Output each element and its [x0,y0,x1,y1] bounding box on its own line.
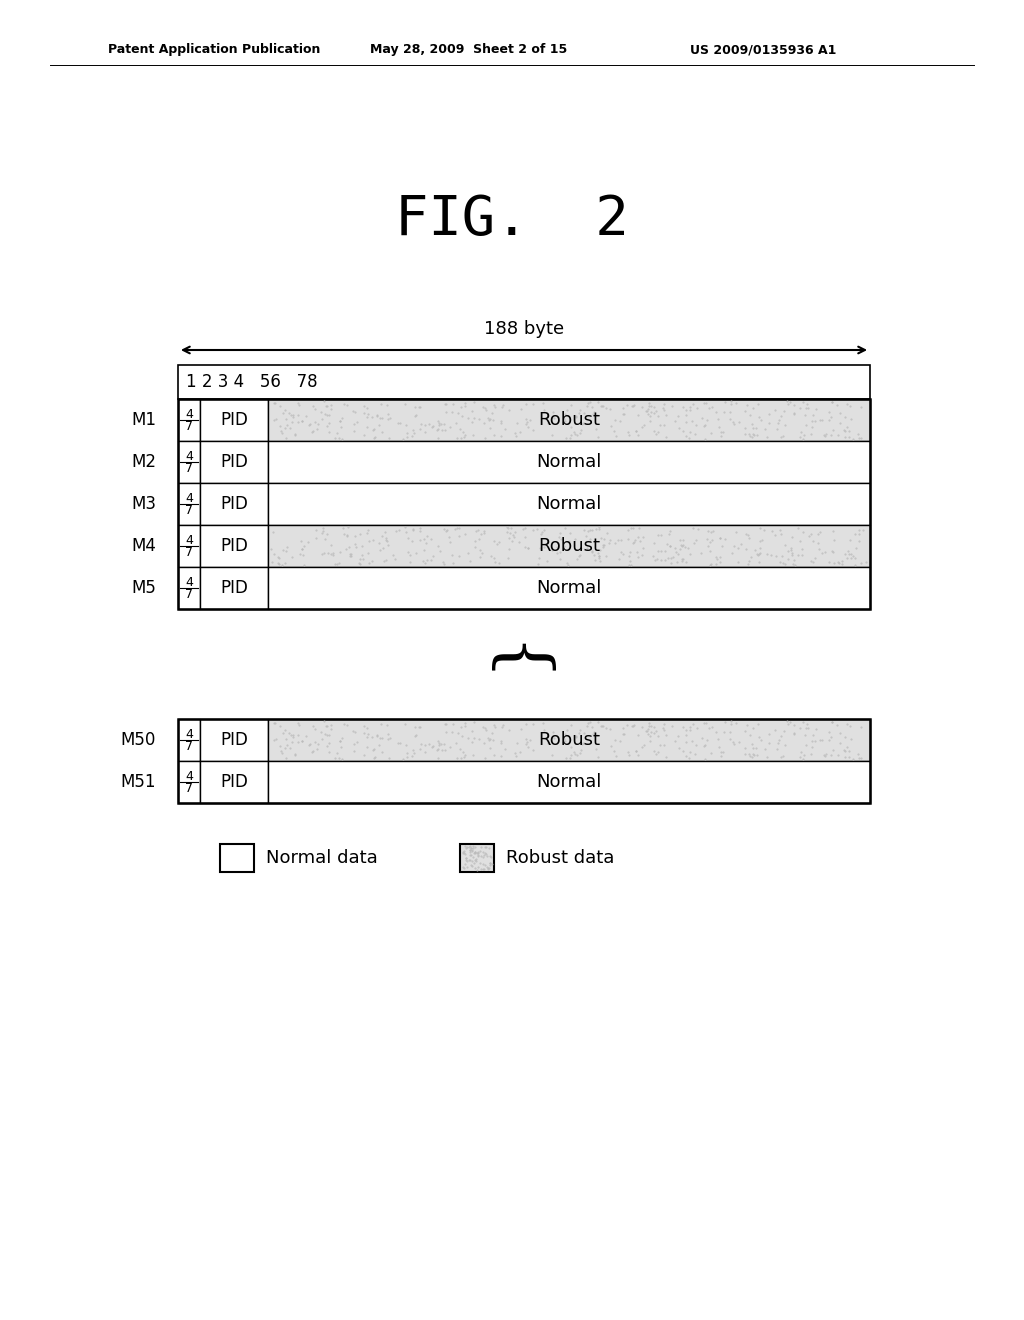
Text: 188 byte: 188 byte [484,319,564,338]
Text: 4: 4 [185,450,193,462]
Text: 7: 7 [185,421,193,433]
Bar [178,762,200,803]
Text: M2: M2 [131,453,156,471]
Bar [200,525,268,568]
Text: M1: M1 [131,411,156,429]
Text: PID: PID [220,453,248,471]
Text: Normal: Normal [537,495,602,513]
Text: PID: PID [220,411,248,429]
Bar [178,366,870,399]
Text: 7: 7 [185,783,193,796]
Bar [200,483,268,525]
Text: 4: 4 [185,770,193,783]
Text: 4: 4 [185,533,193,546]
Bar [268,399,870,441]
Text: FIG.  2: FIG. 2 [395,193,629,247]
Bar [200,399,268,441]
Bar [268,525,870,568]
Bar [200,568,268,609]
Bar [178,568,200,609]
Text: 7: 7 [185,589,193,602]
Text: PID: PID [220,774,248,791]
Text: PID: PID [220,579,248,597]
Text: M51: M51 [121,774,156,791]
Bar [220,843,254,873]
Text: Normal: Normal [537,774,602,791]
Text: 4: 4 [185,408,193,421]
Text: US 2009/0135936 A1: US 2009/0135936 A1 [690,44,837,57]
Bar [460,843,494,873]
Text: 1 2 3 4   56   78: 1 2 3 4 56 78 [186,374,317,391]
Text: M3: M3 [131,495,156,513]
Bar [268,762,870,803]
Text: 4: 4 [185,727,193,741]
Text: May 28, 2009  Sheet 2 of 15: May 28, 2009 Sheet 2 of 15 [370,44,567,57]
Text: M50: M50 [121,731,156,748]
Text: Robust: Robust [538,537,600,554]
Bar [200,719,268,762]
Text: Normal: Normal [537,453,602,471]
Text: {: { [479,642,545,686]
Text: 4: 4 [185,491,193,504]
Bar [178,483,200,525]
Bar [200,762,268,803]
Text: Robust: Robust [538,411,600,429]
Bar [178,719,870,803]
Text: Robust data: Robust data [506,849,614,867]
Bar [268,568,870,609]
Bar [178,399,200,441]
Text: 7: 7 [185,462,193,475]
Bar [178,525,200,568]
Text: 7: 7 [185,741,193,754]
Text: Normal data: Normal data [266,849,378,867]
Text: PID: PID [220,731,248,748]
Text: 4: 4 [185,576,193,589]
Text: PID: PID [220,495,248,513]
Bar [268,441,870,483]
Text: M5: M5 [131,579,156,597]
Text: 7: 7 [185,546,193,560]
Text: PID: PID [220,537,248,554]
Bar [178,719,200,762]
Bar [268,483,870,525]
Text: Patent Application Publication: Patent Application Publication [108,44,321,57]
Bar [268,719,870,762]
Text: Robust: Robust [538,731,600,748]
Text: 7: 7 [185,504,193,517]
Text: Normal: Normal [537,579,602,597]
Bar [178,441,200,483]
Bar [178,399,870,609]
Text: M4: M4 [131,537,156,554]
Bar [200,441,268,483]
